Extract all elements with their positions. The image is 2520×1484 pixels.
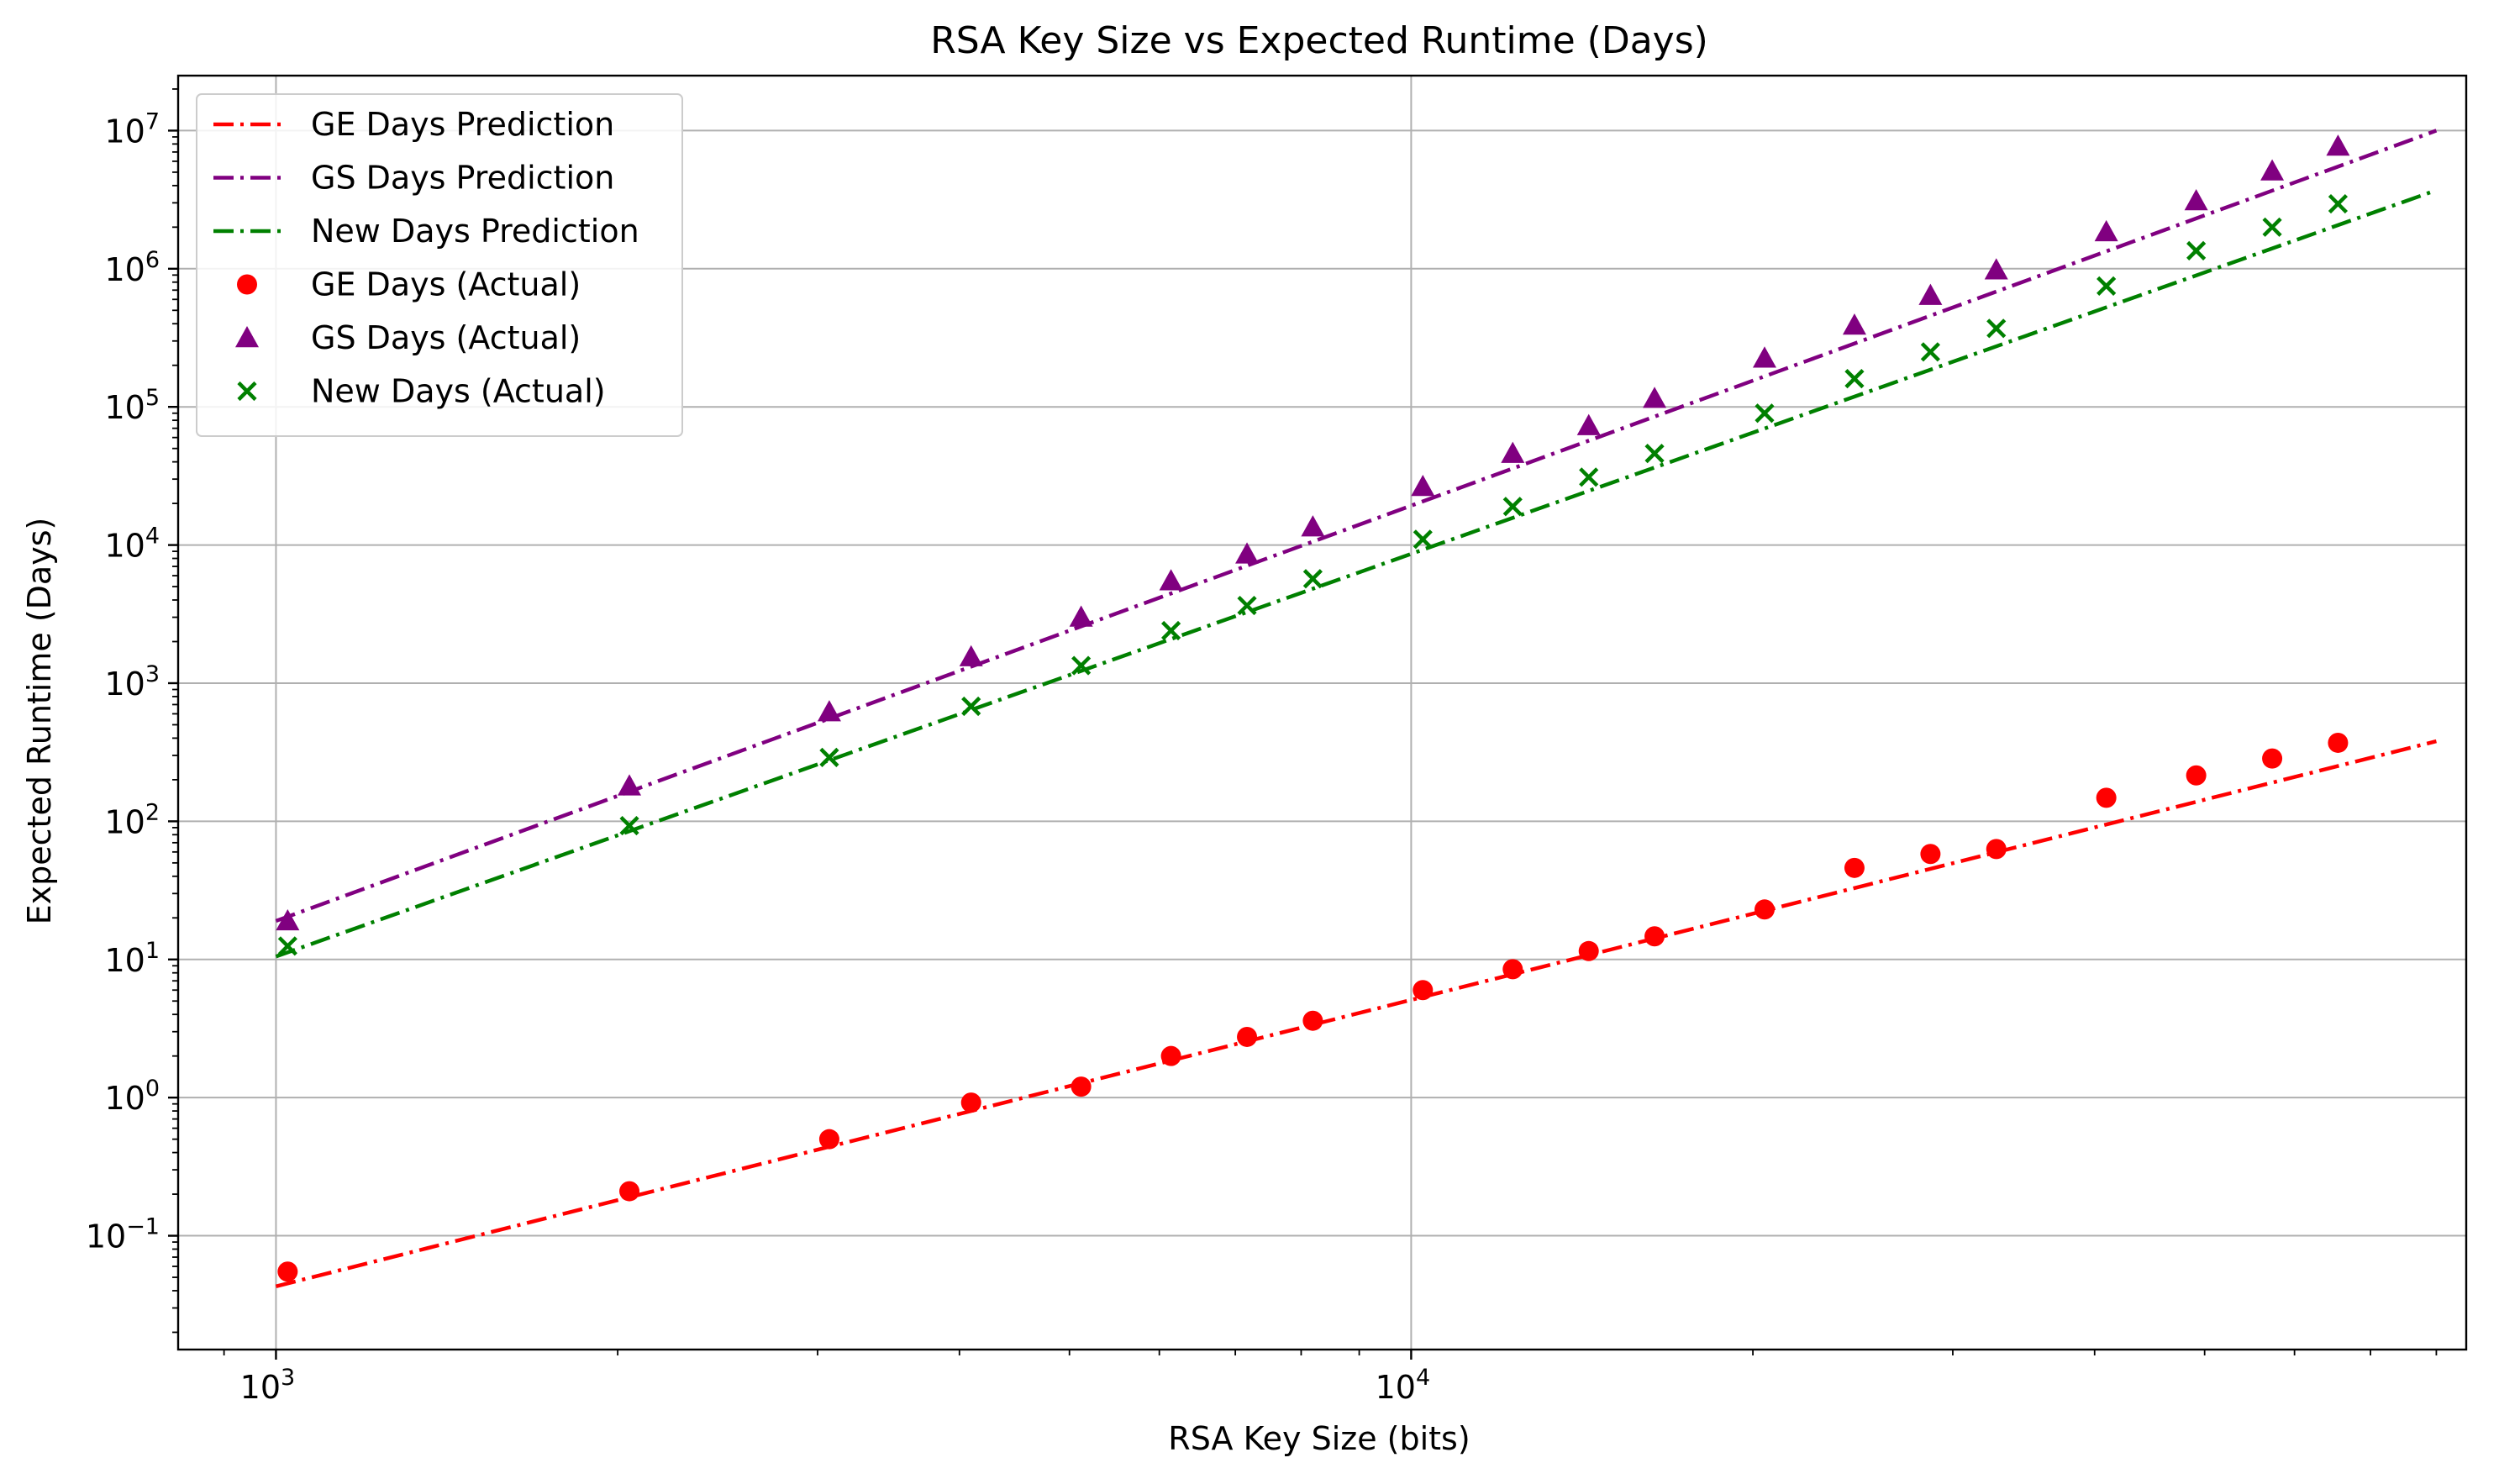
new-days-actual-point <box>2096 276 2117 296</box>
new-days-actual-point <box>277 936 297 956</box>
legend-marker-swatch <box>235 326 259 348</box>
ge-days-actual-point <box>1644 926 1665 947</box>
ge-days-actual-point <box>1844 857 1865 878</box>
gs-days-actual-point <box>2184 189 2208 211</box>
ge-days-actual-point <box>1413 980 1434 1001</box>
gs-days-actual-point <box>618 774 642 796</box>
y-axis-label: Expected Runtime (Days) <box>21 518 58 925</box>
plot-frame <box>176 74 2468 1351</box>
gs-days-actual-point <box>2094 219 2118 242</box>
y-tick-label: 10−1 <box>86 1214 160 1255</box>
legend: GE Days Prediction GS Days Prediction New … <box>196 93 683 437</box>
chart-title: RSA Key Size vs Expected Runtime (Days) <box>930 19 1708 62</box>
ge-days-actual-point <box>2262 748 2283 769</box>
legend-entry-label: GS Days Prediction <box>311 160 614 197</box>
data-points <box>276 134 2350 1282</box>
legend-entry-label: New Days (Actual) <box>311 373 606 410</box>
new-days-actual-point <box>1071 655 1092 676</box>
gs-days-actual-point <box>1069 605 1093 627</box>
x-axis-ticks: 103 104 <box>223 1350 2438 1406</box>
ge-days-actual-point <box>1920 844 1941 865</box>
new-days-prediction-line <box>275 188 2438 959</box>
gs-days-actual-point <box>276 908 300 931</box>
new-days-actual-point <box>819 747 839 767</box>
new-days-actual-point <box>1413 529 1433 550</box>
ge-days-actual-point <box>1502 959 1523 980</box>
y-tick-label: 105 <box>104 385 160 426</box>
new-days-actual-point <box>619 815 639 836</box>
ge-days-actual-point <box>1160 1045 1181 1066</box>
y-tick-label: 106 <box>104 247 160 288</box>
new-days-actual-point <box>1502 497 1523 517</box>
ge-days-actual-point <box>960 1092 981 1113</box>
gs-days-actual-point <box>1918 283 1943 305</box>
new-days-actual-point <box>2328 193 2349 214</box>
gs-days-actual-point <box>1301 515 1325 537</box>
gs-days-actual-point <box>1576 413 1601 435</box>
gs-days-actual-point <box>1643 387 1667 408</box>
legend-entry-label: GE Days Prediction <box>311 106 614 143</box>
ge-days-actual-point <box>1986 839 2007 860</box>
gs-days-actual-point <box>1752 346 1776 368</box>
gs-days-actual-point <box>2326 134 2350 156</box>
y-axis-ticks: 10−1 100 101 102 103 104 105 106 107 <box>86 88 178 1334</box>
legend-box <box>196 93 683 437</box>
ge-days-actual-point <box>1302 1010 1323 1031</box>
new-days-actual-point <box>2186 240 2207 260</box>
legend-entry-label: GE Days (Actual) <box>311 266 581 303</box>
y-tick-label: 107 <box>104 108 160 150</box>
new-days-actual-point <box>1161 620 1181 641</box>
new-days-actual-point <box>1579 467 1599 487</box>
new-days-actual-point <box>1237 595 1257 616</box>
gs-days-actual-point <box>1842 313 1866 335</box>
gs-days-actual-point <box>1501 441 1525 463</box>
y-tick-label: 104 <box>104 524 160 565</box>
x-tick-label: 104 <box>1376 1365 1431 1406</box>
ge-days-actual-point <box>1754 899 1775 920</box>
ge-days-actual-point <box>277 1261 298 1282</box>
ge-days-actual-point <box>2328 732 2349 753</box>
ge-days-actual-point <box>619 1181 640 1202</box>
gs-days-actual-point <box>1411 475 1435 497</box>
legend-marker-swatch <box>237 274 257 295</box>
gs-days-actual-point <box>2260 159 2285 181</box>
y-tick-label: 103 <box>104 661 160 703</box>
ge-days-actual-point <box>1237 1026 1258 1047</box>
legend-marker-swatch <box>237 381 257 402</box>
new-days-actual-point <box>1920 342 1940 362</box>
new-days-actual-point <box>1755 403 1775 424</box>
y-tick-label: 100 <box>104 1076 160 1117</box>
gs-days-actual-point <box>959 645 983 666</box>
ge-days-actual-point <box>2186 765 2207 786</box>
gs-days-actual-point <box>1235 542 1260 564</box>
ge-days-actual-point <box>818 1129 839 1150</box>
new-days-actual-point <box>1644 444 1665 464</box>
new-days-actual-point <box>1986 318 2007 339</box>
gs-days-actual-point <box>1984 258 2008 280</box>
ge-days-actual-point <box>1071 1076 1092 1097</box>
ge-days-actual-point <box>2096 787 2117 808</box>
x-axis-label: RSA Key Size (bits) <box>1168 1420 1470 1457</box>
new-days-actual-point <box>1302 569 1323 589</box>
ge-days-actual-point <box>1578 940 1599 961</box>
new-days-actual-point <box>1844 369 1865 389</box>
legend-entry-label: New Days Prediction <box>311 213 639 250</box>
x-tick-label: 103 <box>240 1365 296 1406</box>
new-days-actual-point <box>961 696 981 717</box>
new-days-actual-point <box>2262 217 2282 237</box>
y-tick-label: 101 <box>104 938 160 979</box>
legend-entry-label: GS Days (Actual) <box>311 319 581 356</box>
gs-days-actual-point <box>1159 569 1183 591</box>
y-tick-label: 102 <box>104 799 160 840</box>
gs-days-actual-point <box>817 700 841 722</box>
